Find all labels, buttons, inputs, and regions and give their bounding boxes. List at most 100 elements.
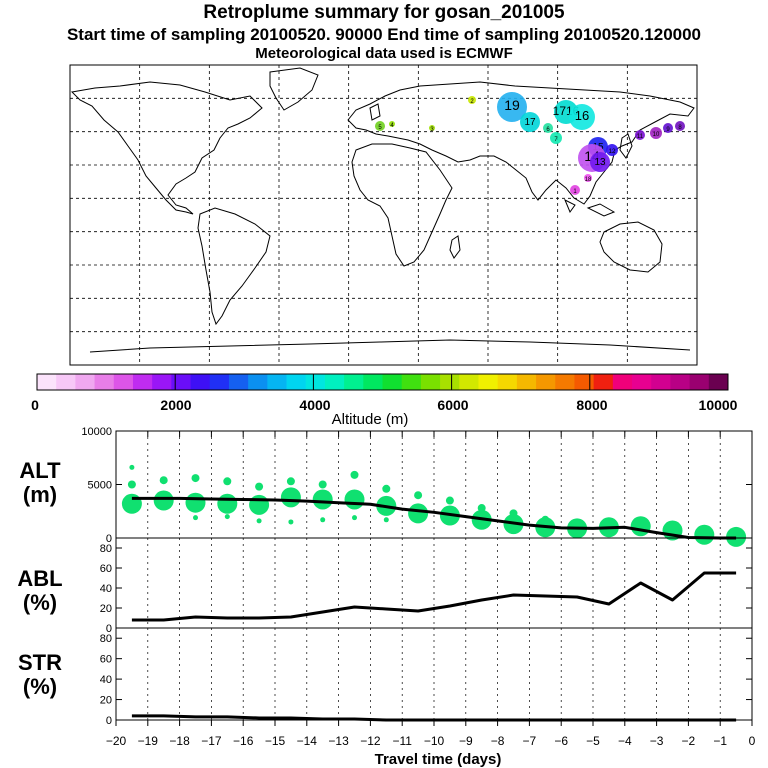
colorbar-swatch bbox=[363, 374, 383, 390]
colorbar-swatch bbox=[267, 374, 287, 390]
plume-label: 10 bbox=[653, 132, 660, 138]
plume-marker bbox=[606, 144, 618, 156]
altitude-cluster-point bbox=[159, 476, 168, 485]
altitude-cluster-point bbox=[217, 493, 238, 514]
x-tick-label: −4 bbox=[618, 734, 632, 748]
y-tick-label: 20 bbox=[100, 695, 112, 707]
colorbar-swatch bbox=[324, 374, 345, 390]
colorbar-swatch bbox=[248, 374, 268, 390]
x-tick-label: −5 bbox=[586, 734, 600, 748]
abl-panel-unit: (%) bbox=[23, 590, 57, 615]
plume-marker bbox=[650, 127, 662, 139]
plume-label: 19 bbox=[504, 97, 520, 113]
altitude-cluster-point bbox=[191, 474, 200, 483]
altitude-cluster-point bbox=[224, 514, 230, 520]
colorbar-swatch bbox=[593, 374, 614, 390]
str-series-line bbox=[131, 714, 737, 722]
plume-label: 16 bbox=[575, 108, 589, 123]
x-tick-label: −10 bbox=[424, 734, 445, 748]
y-tick-label: 0 bbox=[106, 715, 112, 727]
altitude-cluster-point bbox=[312, 489, 333, 510]
chart-title: Retroplume summary for gosan_201005 bbox=[203, 2, 565, 23]
colorbar-swatch bbox=[190, 374, 211, 390]
altitude-cluster-point bbox=[288, 519, 294, 525]
altitude-cluster-point bbox=[223, 477, 232, 486]
x-tick-label: −19 bbox=[138, 734, 159, 748]
x-tick-label: −17 bbox=[201, 734, 222, 748]
altitude-cluster-point bbox=[185, 492, 206, 513]
plume-marker bbox=[584, 174, 592, 182]
plume-label: 8 bbox=[678, 125, 682, 131]
plume-label: 2 bbox=[470, 99, 474, 105]
plume-marker bbox=[375, 121, 385, 131]
x-tick-label: −9 bbox=[459, 734, 473, 748]
plume-label: 4 bbox=[390, 123, 394, 129]
x-tick-label: −16 bbox=[233, 734, 254, 748]
retroplume-markers: 191717161615141312111098765432118 bbox=[375, 92, 685, 195]
plume-marker bbox=[635, 130, 645, 140]
x-tick-label: −18 bbox=[169, 734, 190, 748]
altitude-cluster-point bbox=[121, 493, 142, 514]
colorbar-swatch bbox=[94, 374, 115, 390]
x-tick-label: 0 bbox=[749, 734, 756, 748]
x-tick-label: −15 bbox=[265, 734, 286, 748]
altitude-cluster-point bbox=[280, 487, 301, 508]
altitude-cluster-point bbox=[350, 470, 359, 479]
colorbar-swatch bbox=[536, 374, 556, 390]
x-tick-label: −20 bbox=[106, 734, 127, 748]
colorbar-swatch bbox=[632, 374, 652, 390]
y-tick-label: 80 bbox=[100, 543, 112, 555]
colorbar-axis-label: Altitude (m) bbox=[332, 411, 409, 428]
altitude-cluster-point bbox=[344, 489, 365, 510]
plume-marker bbox=[570, 185, 580, 195]
plume-marker bbox=[520, 112, 540, 132]
colorbar-swatch bbox=[612, 374, 633, 390]
altitude-cluster-point bbox=[414, 491, 423, 500]
coastlines bbox=[70, 67, 695, 353]
colorbar-swatch bbox=[497, 374, 518, 390]
y-tick-label: 10000 bbox=[81, 426, 112, 438]
plume-marker bbox=[468, 96, 476, 104]
y-tick-label: 60 bbox=[100, 654, 112, 666]
x-tick-label: −1 bbox=[713, 734, 727, 748]
altitude-cluster-point bbox=[445, 496, 454, 505]
plume-label: 6 bbox=[546, 127, 550, 133]
y-tick-label: 40 bbox=[100, 583, 112, 595]
colorbar-tick-label: 0 bbox=[31, 397, 39, 413]
plume-label: 9 bbox=[666, 127, 670, 133]
colorbar-swatch bbox=[113, 374, 134, 390]
altitude-cluster-point bbox=[352, 515, 357, 521]
plume-label: 17 bbox=[524, 117, 536, 128]
y-tick-label: 80 bbox=[100, 633, 112, 645]
x-tick-label: −3 bbox=[650, 734, 664, 748]
altitude-cluster-point bbox=[477, 504, 486, 513]
plume-marker bbox=[550, 132, 562, 144]
altitude-cluster-point bbox=[318, 480, 327, 489]
plume-marker bbox=[389, 121, 395, 127]
x-tick-label: −14 bbox=[297, 734, 318, 748]
colorbar-swatch bbox=[382, 374, 403, 390]
abl-series-line bbox=[131, 571, 737, 622]
altitude-cluster-point bbox=[509, 509, 518, 518]
altitude-cluster-point bbox=[408, 503, 429, 524]
colorbar-swatch bbox=[651, 374, 671, 390]
y-tick-label: 20 bbox=[100, 603, 112, 615]
colorbar-tick-label: 2000 bbox=[160, 397, 191, 413]
plume-label: 1 bbox=[573, 189, 577, 195]
y-tick-label: 0 bbox=[106, 623, 112, 635]
alt-panel-label: ALT bbox=[19, 458, 61, 483]
colorbar-swatch bbox=[305, 374, 326, 390]
sampling-times: Start time of sampling 20100520. 90000 E… bbox=[66, 25, 702, 44]
plume-marker bbox=[663, 123, 673, 133]
altitude-cluster-point bbox=[193, 515, 198, 521]
colorbar-swatch bbox=[420, 374, 441, 390]
str-panel-unit: (%) bbox=[23, 674, 57, 699]
y-tick-label: 0 bbox=[106, 533, 112, 545]
altitude-cluster-point bbox=[694, 524, 715, 545]
world-map: 191717161615141312111098765432118 bbox=[69, 64, 698, 366]
y-tick-label: 40 bbox=[100, 674, 112, 686]
altitude-cluster-point bbox=[286, 477, 295, 486]
altitude-cluster-point bbox=[249, 494, 270, 515]
y-tick-label: 5000 bbox=[88, 480, 112, 492]
